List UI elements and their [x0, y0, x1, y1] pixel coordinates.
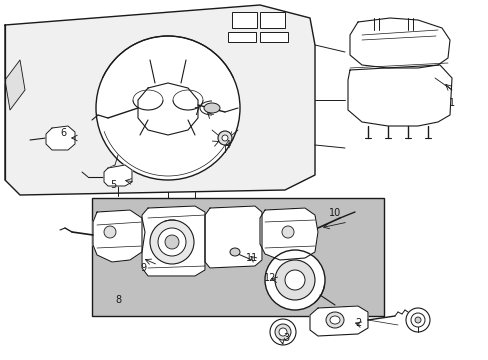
Text: 2: 2 — [354, 318, 360, 328]
Polygon shape — [349, 18, 449, 68]
Circle shape — [405, 308, 429, 332]
Circle shape — [218, 131, 231, 145]
Text: 3: 3 — [283, 333, 288, 343]
Circle shape — [279, 328, 286, 336]
Polygon shape — [5, 5, 314, 195]
Bar — [260, 12, 285, 28]
Text: 7: 7 — [192, 107, 199, 117]
Polygon shape — [104, 165, 132, 186]
Circle shape — [222, 135, 227, 141]
Text: 1: 1 — [448, 98, 454, 108]
Polygon shape — [138, 83, 198, 135]
Circle shape — [282, 226, 293, 238]
Circle shape — [96, 36, 240, 180]
Text: 8: 8 — [115, 295, 121, 305]
Text: 9: 9 — [140, 263, 146, 273]
Ellipse shape — [203, 103, 220, 113]
Circle shape — [414, 317, 420, 323]
Ellipse shape — [329, 316, 339, 324]
Text: 5: 5 — [110, 180, 116, 190]
Polygon shape — [309, 306, 367, 336]
Bar — [231, 12, 257, 28]
Circle shape — [269, 319, 295, 345]
Polygon shape — [46, 126, 75, 150]
Bar — [92, 198, 383, 316]
Polygon shape — [260, 208, 317, 260]
Circle shape — [264, 250, 325, 310]
Circle shape — [164, 235, 179, 249]
Circle shape — [274, 324, 290, 340]
Circle shape — [410, 313, 424, 327]
Bar — [260, 32, 287, 42]
Polygon shape — [93, 210, 145, 262]
Circle shape — [285, 270, 305, 290]
Polygon shape — [5, 60, 25, 110]
Circle shape — [104, 226, 116, 238]
Circle shape — [150, 220, 194, 264]
Text: 11: 11 — [245, 253, 258, 263]
Circle shape — [274, 260, 314, 300]
Bar — [227, 32, 256, 42]
Text: 10: 10 — [328, 208, 341, 218]
Ellipse shape — [325, 312, 343, 328]
Circle shape — [158, 228, 185, 256]
Ellipse shape — [229, 248, 240, 256]
Polygon shape — [347, 65, 451, 126]
Polygon shape — [204, 206, 262, 268]
Text: 6: 6 — [60, 128, 66, 138]
Text: 4: 4 — [224, 140, 231, 150]
Text: 12: 12 — [263, 273, 276, 283]
Polygon shape — [142, 206, 204, 276]
